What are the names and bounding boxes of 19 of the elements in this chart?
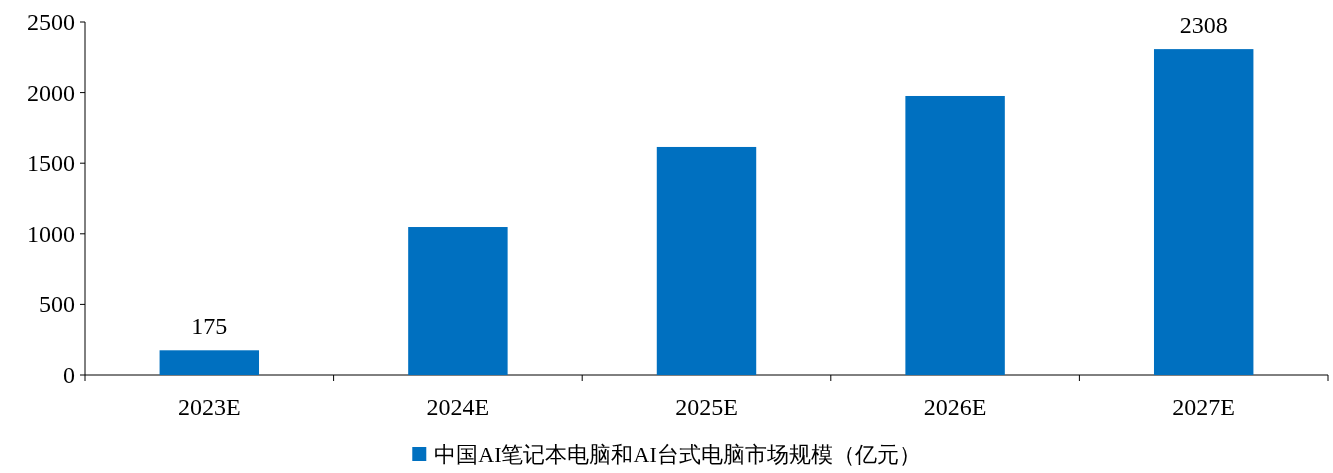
x-tick-label: 2024E (426, 394, 490, 420)
legend-label: 中国AI笔记本电脑和AI台式电脑市场规模（亿元） (434, 442, 921, 467)
bar (408, 227, 508, 375)
y-tick-label: 0 (63, 362, 75, 388)
bar (159, 350, 260, 375)
y-tick-label: 1000 (27, 220, 75, 247)
data-label: 175 (191, 313, 228, 340)
y-tick-label: 500 (39, 291, 75, 318)
x-tick-label: 2025E (675, 394, 738, 420)
bar (905, 95, 1005, 375)
x-tick-label: 2026E (923, 394, 987, 420)
x-tick-label: 2027E (1172, 394, 1236, 420)
x-tick-label: 2023E (177, 394, 241, 420)
y-tick-label: 2500 (27, 9, 75, 35)
data-label: 2308 (1179, 12, 1228, 39)
bar (1153, 49, 1254, 375)
y-tick-label: 1500 (27, 150, 75, 177)
y-tick-label: 2000 (27, 79, 75, 106)
bar (656, 146, 757, 375)
